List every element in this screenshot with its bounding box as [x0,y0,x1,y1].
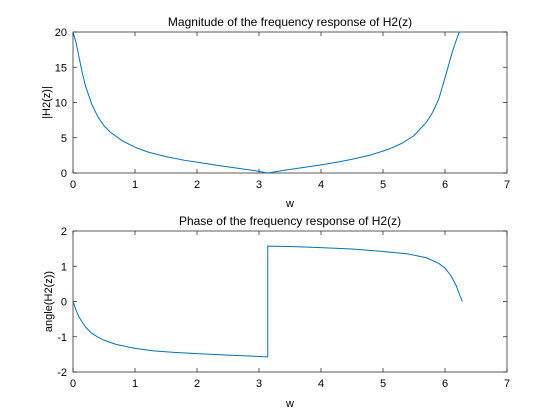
phase-x-tick-label: 5 [380,378,386,390]
magnitude-y-tick-label: 15 [55,62,67,74]
phase-y-label: angle(H2(z)) [43,271,55,332]
magnitude-y-ticks: 0 5 10 15 20 [55,27,507,180]
magnitude-y-tick-label: 5 [61,133,67,145]
magnitude-y-tick-label: 10 [55,98,67,110]
phase-x-tick-label: 4 [318,378,324,390]
phase-x-tick-label: 1 [132,378,138,390]
phase-y-ticks: -2 -1 0 1 2 [57,226,507,379]
phase-subplot: Phase of the frequency response of H2(z)… [43,214,510,410]
magnitude-x-tick-label: 0 [70,179,76,191]
phase-y-tick-label: 0 [61,297,67,309]
phase-y-tick-label: 1 [61,261,67,273]
phase-title: Phase of the frequency response of H2(z) [179,214,401,228]
magnitude-x-tick-label: 6 [442,179,448,191]
phase-x-tick-label: 2 [194,378,200,390]
phase-x-tick-label: 3 [256,378,262,390]
phase-x-tick-label: 0 [70,378,76,390]
phase-x-label: w [285,398,294,410]
phase-x-tick-label: 7 [504,378,510,390]
magnitude-y-tick-label: 20 [55,27,67,39]
phase-y-tick-label: 2 [61,226,67,238]
magnitude-x-tick-label: 1 [132,179,138,191]
magnitude-x-tick-label: 7 [504,179,510,191]
phase-x-tick-label: 6 [442,378,448,390]
magnitude-x-ticks: 0 1 2 3 4 5 6 7 [70,32,510,191]
phase-x-ticks: 0 1 2 3 4 5 6 7 [70,231,510,390]
magnitude-axes [72,31,508,174]
magnitude-series-line [72,31,463,174]
phase-y-tick-label: -1 [57,332,67,344]
phase-y-tick-label: -2 [57,367,67,379]
magnitude-x-tick-label: 4 [318,179,324,191]
magnitude-subplot: Magnitude of the frequency response of H… [41,15,510,210]
magnitude-title: Magnitude of the frequency response of H… [168,15,412,29]
magnitude-y-label: |H2(z)| [41,86,53,119]
magnitude-x-tick-label: 3 [256,179,262,191]
phase-axes [72,230,508,373]
magnitude-x-label: w [285,198,294,210]
phase-series-line [72,245,463,358]
magnitude-x-tick-label: 5 [380,179,386,191]
magnitude-y-tick-label: 0 [61,168,67,180]
magnitude-x-tick-label: 2 [194,179,200,191]
